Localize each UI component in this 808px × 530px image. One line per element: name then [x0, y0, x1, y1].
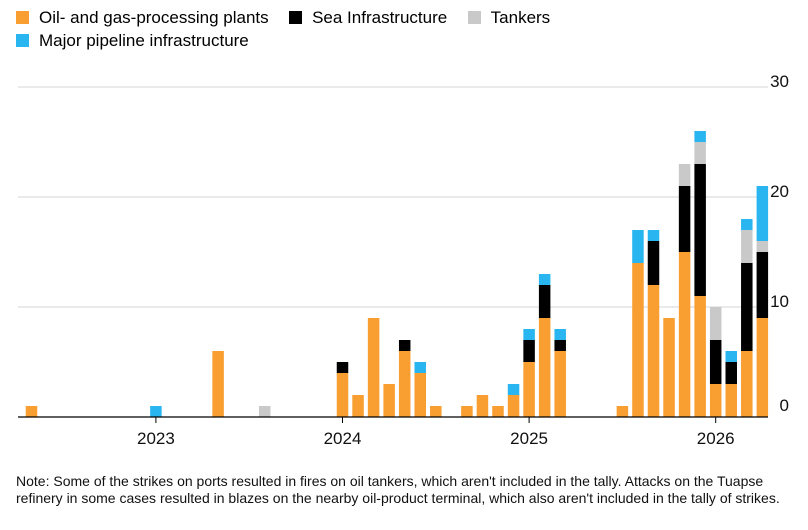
- bar-segment: [741, 263, 753, 351]
- chart-note: Note: Some of the strikes on ports resul…: [16, 473, 780, 506]
- bar-segment: [678, 164, 691, 186]
- bar-segment: [678, 186, 691, 252]
- bar-segment: [150, 406, 162, 417]
- bar-segment: [632, 263, 644, 417]
- bar-segment: [554, 340, 566, 351]
- bar-segment: [523, 340, 535, 362]
- bar-segment: [336, 373, 349, 417]
- legend-item-sea-infrastructure: Sea Infrastructure: [289, 6, 447, 29]
- bar-segment: [632, 230, 644, 263]
- bar-segment: [756, 252, 769, 318]
- legend-label-sea-infrastructure: Sea Infrastructure: [312, 8, 448, 27]
- x-tick-label: 2024: [324, 429, 362, 448]
- bar-segment: [741, 230, 753, 263]
- bar-segment: [694, 296, 706, 417]
- bar-segment: [367, 318, 380, 417]
- bar-segment: [414, 373, 426, 417]
- bar-segment: [725, 384, 737, 417]
- bar-segment: [741, 219, 753, 230]
- bar-segment: [25, 406, 38, 417]
- bar-segment: [756, 186, 769, 241]
- y-tick-label: 30: [770, 72, 789, 91]
- bar-segment: [694, 131, 706, 142]
- bar-segment: [554, 351, 566, 417]
- bar-segment: [507, 384, 520, 395]
- bar-segment: [383, 384, 395, 417]
- bar-segment: [647, 241, 660, 285]
- bar-segment: [461, 406, 473, 417]
- legend-swatch-pipeline: [16, 34, 29, 47]
- bar-segment: [678, 252, 691, 417]
- legend-label-pipeline: Major pipeline infrastructure: [39, 31, 249, 50]
- x-tick-label: 2023: [137, 429, 175, 448]
- bar-segment: [476, 395, 489, 417]
- bar-segment: [756, 318, 769, 417]
- bar-segment: [538, 285, 551, 318]
- bar-segment: [538, 318, 551, 417]
- bar-segment: [398, 351, 411, 417]
- bar-segment: [492, 406, 504, 417]
- bar-segment: [352, 395, 364, 417]
- bar-segment: [709, 340, 722, 384]
- bar-segment: [212, 351, 224, 417]
- bar-segment: [725, 351, 737, 362]
- bar-segment: [647, 285, 660, 417]
- bar-segment: [663, 318, 675, 417]
- legend-label-oil-gas-plants: Oil- and gas-processing plants: [39, 8, 269, 27]
- bar-segment: [414, 362, 426, 373]
- x-tick-label: 2026: [697, 429, 735, 448]
- bar-segment: [616, 406, 629, 417]
- legend-item-oil-gas-plants: Oil- and gas-processing plants: [16, 6, 269, 29]
- bar-segment: [336, 362, 349, 373]
- bar-segment: [538, 274, 551, 285]
- legend-item-pipeline: Major pipeline infrastructure: [16, 29, 249, 52]
- bar-segment: [507, 395, 520, 417]
- y-tick-label: 0: [780, 396, 789, 415]
- bar-segment: [709, 384, 722, 417]
- x-tick-label: 2025: [510, 429, 548, 448]
- chart-legend: Oil- and gas-processing plants Sea Infra…: [16, 6, 636, 52]
- bar-segment: [647, 230, 660, 241]
- bar-segment: [398, 340, 411, 351]
- bar-segment: [523, 362, 535, 417]
- stacked-bar-chart: 0 10 20 30 2023 2024 2025 2026: [18, 72, 789, 448]
- bar-segment: [756, 241, 769, 252]
- legend-label-tankers: Tankers: [490, 8, 551, 27]
- bar-segment: [694, 164, 706, 296]
- y-tick-label: 20: [770, 182, 789, 201]
- legend-swatch-tankers: [467, 11, 481, 24]
- bar-segment: [554, 329, 566, 340]
- bar-segment: [741, 351, 753, 417]
- bar-segment: [709, 307, 722, 340]
- bar-segment: [694, 142, 706, 164]
- legend-item-tankers: Tankers: [467, 6, 551, 29]
- bar-segment: [523, 329, 535, 340]
- y-tick-label: 10: [770, 292, 789, 311]
- legend-swatch-oil-gas-plants: [16, 11, 29, 24]
- bar-segment: [725, 362, 737, 384]
- legend-swatch-sea-infrastructure: [289, 11, 303, 24]
- bar-segment: [430, 406, 442, 417]
- bar-segment: [259, 406, 271, 417]
